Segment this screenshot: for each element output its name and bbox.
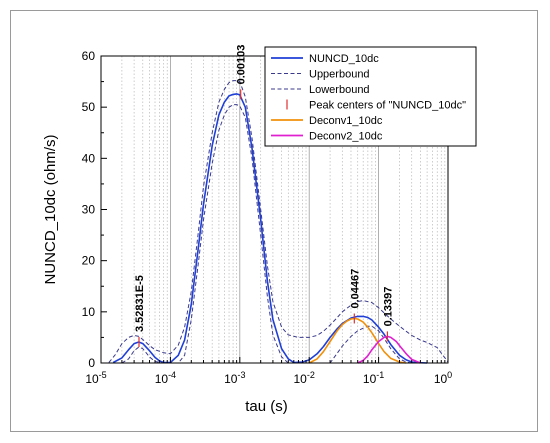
series-nuncd-10dc [112,93,428,364]
peak-center-label: 0.00103 [236,45,248,85]
series-upperbound [108,80,449,363]
series-deconv1-10dc [308,317,407,364]
legend-label: Deconv1_10dc [309,115,383,127]
legend-label: Lowerbound [309,84,370,96]
legend-label: NUNCD_10dc [309,53,379,65]
y-tick-label: 50 [82,100,96,114]
x-tick-label: 100 [434,370,452,386]
y-tick-label: 0 [88,356,95,370]
y-tick-label: 60 [82,49,96,63]
chart: 3.52831E-5 0.00103 0.04467 0.13397 10-5 10-4… [42,45,477,415]
legend-label: Peak centers of "NUNCD_10dc" [309,100,466,112]
legend: NUNCD_10dc Upperbound Lowerbound Peak cente… [264,46,477,147]
y-tick-label: 30 [82,203,96,217]
legend-box [264,46,477,147]
y-axis-label: NUNCD_10dc (ohm/s) [42,134,59,284]
x-tick-label: 10-4 [155,370,176,386]
series-lowerbound [121,104,412,364]
peak-center-label: 0.13397 [382,287,394,327]
chart-frame: 3.52831E-5 0.00103 0.04467 0.13397 10-5 10-4… [10,10,538,432]
peak-center-label: 3.52831E-5 [134,275,146,332]
series-deconv2-10dc [357,335,421,364]
x-axis-label: tau (s) [245,398,288,415]
x-tick-label: 10-2 [294,370,315,386]
y-tick-label: 20 [82,254,96,268]
x-tick-label: 10-5 [85,370,106,386]
y-tick-label: 40 [82,151,96,165]
legend-label: Deconv2_10dc [309,131,383,143]
x-tick-label: 10-1 [363,370,384,386]
annotation-layer: 3.52831E-5 0.00103 0.04467 0.13397 [134,45,394,348]
axis-layer: 10-5 10-4 10-3 10-2 10-1 100 0 10 20 30 40 50 60 [82,49,453,386]
y-tick-label: 10 [82,305,96,319]
peak-center-label: 0.04467 [349,269,361,309]
x-tick-label: 10-3 [224,370,245,386]
legend-label: Upperbound [309,69,370,81]
